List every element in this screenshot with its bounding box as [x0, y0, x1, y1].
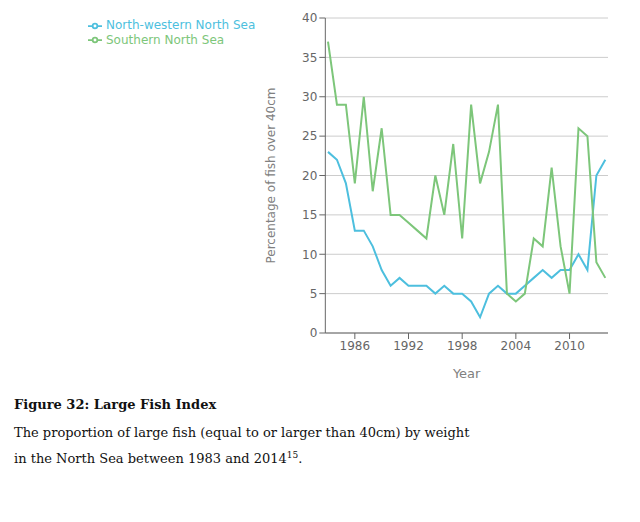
html-text:Figure 32: Large Fish Index: Figure 32: Large Fish Index	[14, 397, 217, 412]
html-text:in the North Sea between 1983: in the North Sea between 1983 and 2014	[14, 451, 287, 467]
svg-text:2004: 2004	[501, 339, 532, 353]
svg-text:1992: 1992	[393, 339, 424, 353]
html-text:Southern North Sea: Southern North Sea	[106, 32, 225, 47]
svg-text:Year: Year	[452, 366, 481, 381]
svg-text:2010: 2010	[554, 339, 585, 353]
html-text:North-western North Sea: North-western North Sea	[106, 18, 256, 32]
svg-text:1986: 1986	[340, 339, 371, 353]
svg-text:1998: 1998	[447, 339, 478, 353]
svg-text:40: 40	[302, 11, 317, 25]
svg-text:30: 30	[302, 90, 317, 104]
svg-text:35: 35	[302, 51, 317, 65]
html-text:The proportion of large fish (: The proportion of large fish (equal to o…	[14, 425, 470, 440]
svg-text:Percentage of fish over 40cm: Percentage of fish over 40cm	[264, 87, 278, 263]
html-text:15.: 15.	[286, 450, 303, 467]
svg-text:10: 10	[302, 248, 317, 262]
svg-text:0: 0	[310, 326, 318, 340]
svg-text:20: 20	[302, 169, 317, 183]
svg-text:25: 25	[302, 129, 317, 143]
svg-text:15: 15	[302, 208, 317, 222]
svg-text:5: 5	[310, 287, 318, 301]
